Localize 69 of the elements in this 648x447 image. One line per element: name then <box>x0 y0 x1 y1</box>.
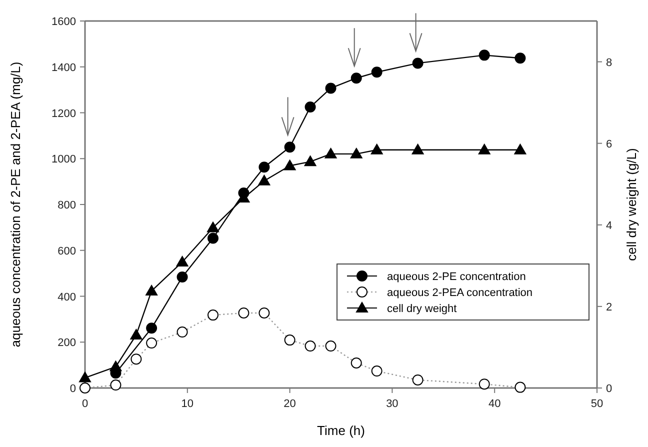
point <box>412 144 424 154</box>
point <box>371 366 382 377</box>
point <box>146 322 158 334</box>
y2-tick-label: 2 <box>606 301 612 314</box>
y-tick-label: 0 <box>70 383 76 395</box>
point <box>514 52 526 64</box>
point <box>110 380 122 391</box>
y-tick-label: 1000 <box>52 154 76 166</box>
point <box>176 256 188 266</box>
point <box>284 334 296 346</box>
x-tick-label: 50 <box>590 398 604 410</box>
point <box>130 354 142 365</box>
point <box>80 382 90 394</box>
legend-label: aqueous 2-PEA concentration <box>387 287 533 299</box>
point <box>79 372 91 382</box>
legend-label: aqueous 2-PE concentration <box>387 271 526 283</box>
point <box>514 382 526 393</box>
x-tick-label: 40 <box>488 398 501 410</box>
x-axis-title: Time (h) <box>317 423 365 438</box>
point <box>146 338 158 349</box>
y2-axis-title: cell dry weight (g/L) <box>624 148 639 261</box>
point <box>176 326 188 338</box>
point <box>238 307 250 318</box>
point <box>208 232 218 244</box>
point <box>324 148 337 158</box>
y2-tick-label: 6 <box>606 138 612 150</box>
x-tick-label: 0 <box>82 398 88 410</box>
point <box>514 144 526 154</box>
x-tick-label: 30 <box>386 398 398 410</box>
legend-label: cell dry weight <box>387 303 457 315</box>
x-tick-label: 10 <box>181 398 194 410</box>
point <box>478 378 490 390</box>
point <box>478 50 490 61</box>
point <box>412 58 424 69</box>
point <box>325 340 336 352</box>
y2-tick-label: 8 <box>606 56 612 69</box>
point <box>284 160 296 170</box>
point <box>176 271 188 282</box>
y-tick-label: 1400 <box>52 62 76 74</box>
point <box>208 310 218 321</box>
point <box>258 162 270 173</box>
point <box>110 360 122 372</box>
point <box>207 222 219 232</box>
point <box>478 144 490 154</box>
y-tick-label: 1600 <box>52 16 76 28</box>
point <box>284 142 296 153</box>
y-tick-label: 1200 <box>52 108 76 120</box>
point <box>304 102 316 113</box>
y-tick-label: 600 <box>58 245 76 258</box>
point <box>258 174 270 186</box>
point <box>412 374 424 386</box>
y-tick-label: 400 <box>58 291 76 304</box>
point <box>350 72 362 84</box>
point <box>258 307 270 318</box>
y2-tick-label: 4 <box>606 220 612 232</box>
x-tick-label: 20 <box>284 398 296 410</box>
point <box>304 156 316 166</box>
y2-tick-label: 0 <box>606 383 612 395</box>
y-tick-label: 200 <box>58 337 76 350</box>
point <box>304 340 316 352</box>
point <box>371 66 382 78</box>
y-axis-title: aqueous concentration of 2-PE and 2-PEA (mg/L) <box>8 62 23 348</box>
point <box>130 328 142 340</box>
point <box>370 144 383 154</box>
point <box>350 148 362 158</box>
point <box>350 358 362 368</box>
point <box>146 284 158 296</box>
y-tick-label: 800 <box>58 200 76 212</box>
point <box>325 82 336 94</box>
